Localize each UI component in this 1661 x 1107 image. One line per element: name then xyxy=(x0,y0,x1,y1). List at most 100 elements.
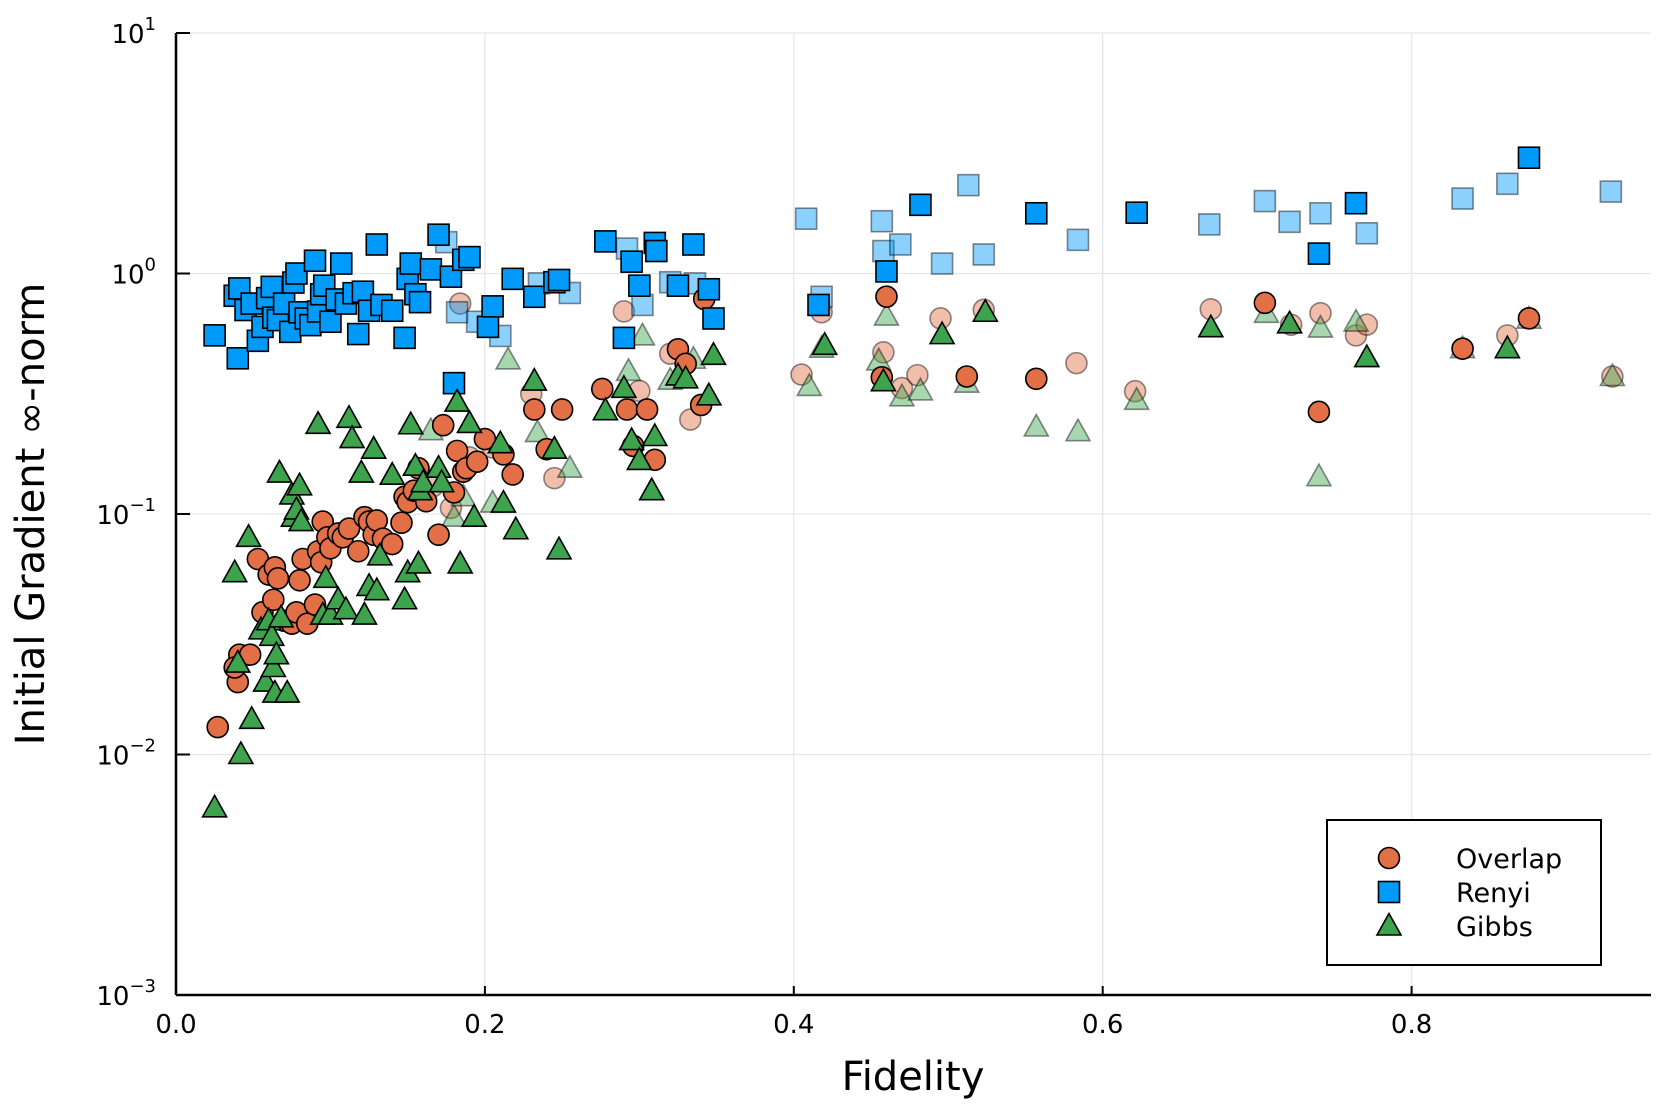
gibbs-point xyxy=(638,476,666,501)
overlap-point xyxy=(612,300,636,323)
gibbs-point xyxy=(456,409,483,434)
overlap-point xyxy=(590,377,614,401)
renyi-point xyxy=(594,230,617,253)
x-tick-label: 0.0 xyxy=(155,1010,196,1040)
gibbs-point xyxy=(641,422,669,447)
gibbs-point xyxy=(971,298,999,323)
renyi-point xyxy=(909,193,932,217)
renyi-point xyxy=(645,239,668,263)
gibbs-point xyxy=(556,454,584,479)
gibbs-point xyxy=(378,461,406,485)
gibbs-point xyxy=(888,382,916,407)
gibbs-point xyxy=(1305,462,1333,487)
overlap-point xyxy=(1307,400,1331,424)
renyi-point xyxy=(346,322,370,346)
legend-renyi-marker xyxy=(1377,880,1401,904)
overlap-point xyxy=(1024,367,1048,391)
gibbs-point xyxy=(402,452,429,477)
gibbs-point xyxy=(460,503,488,527)
renyi-point xyxy=(702,307,725,330)
renyi-point xyxy=(1066,228,1090,252)
overlap-point xyxy=(543,466,566,490)
renyi-point xyxy=(365,233,389,256)
overlap-point xyxy=(427,523,450,547)
y-axis-ticks: 10−3 10−2 10−1 100 101 xyxy=(96,14,190,1012)
gibbs-point xyxy=(615,357,642,382)
renyi-point xyxy=(1197,213,1221,236)
overlap-point xyxy=(906,363,929,387)
renyi-point xyxy=(1125,201,1148,224)
gibbs-point xyxy=(428,468,456,493)
gibbs-point xyxy=(446,549,474,574)
renyi-point xyxy=(631,293,654,317)
gibbs-point xyxy=(363,576,391,601)
renyi-point xyxy=(399,252,423,275)
renyi-point xyxy=(794,207,818,230)
renyi-point xyxy=(303,249,327,273)
gibbs-point xyxy=(1307,313,1334,338)
gibbs-point xyxy=(409,468,437,493)
overlap-point xyxy=(635,398,659,421)
gibbs-point xyxy=(335,404,363,429)
renyi-point xyxy=(1309,201,1332,225)
overlap-point xyxy=(1451,337,1474,360)
gibbs-point xyxy=(238,705,266,730)
x-axis-ticks: 0.0 0.2 0.4 0.6 0.8 xyxy=(155,986,1432,1040)
x-tick-label: 0.8 xyxy=(1391,1010,1432,1040)
renyi-point xyxy=(807,293,830,317)
renyi-point xyxy=(870,209,894,233)
y-tick-label: 101 xyxy=(111,14,156,50)
renyi-point xyxy=(1599,180,1623,203)
gibbs-point xyxy=(221,558,249,583)
gibbs-point xyxy=(1123,386,1151,411)
gibbs-point xyxy=(545,535,573,560)
renyi-point xyxy=(889,233,912,256)
gibbs-point xyxy=(287,507,315,532)
gibbs-point xyxy=(304,410,332,435)
gibbs-point xyxy=(672,364,700,389)
x-tick-label: 0.4 xyxy=(773,1010,814,1040)
renyi-point xyxy=(628,274,651,297)
gibbs-point xyxy=(366,541,394,566)
overlap-point xyxy=(501,463,525,486)
renyi-point xyxy=(1451,187,1474,210)
gibbs-point xyxy=(610,374,638,399)
legend-gibbs-marker xyxy=(1375,911,1403,936)
renyi-point xyxy=(682,233,705,256)
gibbs-point xyxy=(873,301,900,326)
renyi-point xyxy=(285,262,308,285)
gibbs-point xyxy=(1064,417,1092,442)
gibbs-point xyxy=(425,454,452,479)
renyi-point xyxy=(1024,201,1048,225)
renyi-point xyxy=(957,173,980,197)
gibbs-point xyxy=(267,603,295,628)
gibbs-point xyxy=(286,471,313,496)
renyi-point xyxy=(445,300,469,324)
renyi-point xyxy=(501,267,525,291)
overlap-point xyxy=(448,292,472,315)
renyi-point xyxy=(1253,189,1277,213)
renyi-point xyxy=(1278,210,1301,234)
x-tick-label: 0.6 xyxy=(1082,1010,1123,1040)
overlap-point xyxy=(1344,324,1368,347)
gibbs-point xyxy=(907,376,934,401)
gibbs-point xyxy=(391,585,418,610)
gibbs-point xyxy=(227,740,255,765)
renyi-point xyxy=(1355,221,1379,245)
gibbs-point xyxy=(332,595,360,620)
gibbs-point xyxy=(312,564,340,589)
gibbs-point xyxy=(440,503,468,527)
legend-overlap-marker xyxy=(1377,846,1401,870)
y-tick-label: 10−1 xyxy=(96,495,156,531)
gibbs-point xyxy=(258,622,286,647)
gibbs-point xyxy=(700,341,727,366)
gibbs-point xyxy=(520,366,548,391)
gibbs-point xyxy=(405,549,432,574)
overlap-point xyxy=(875,285,898,308)
gibbs-point xyxy=(1493,334,1521,359)
gibbs-point xyxy=(625,446,653,471)
renyi-point xyxy=(458,245,481,269)
